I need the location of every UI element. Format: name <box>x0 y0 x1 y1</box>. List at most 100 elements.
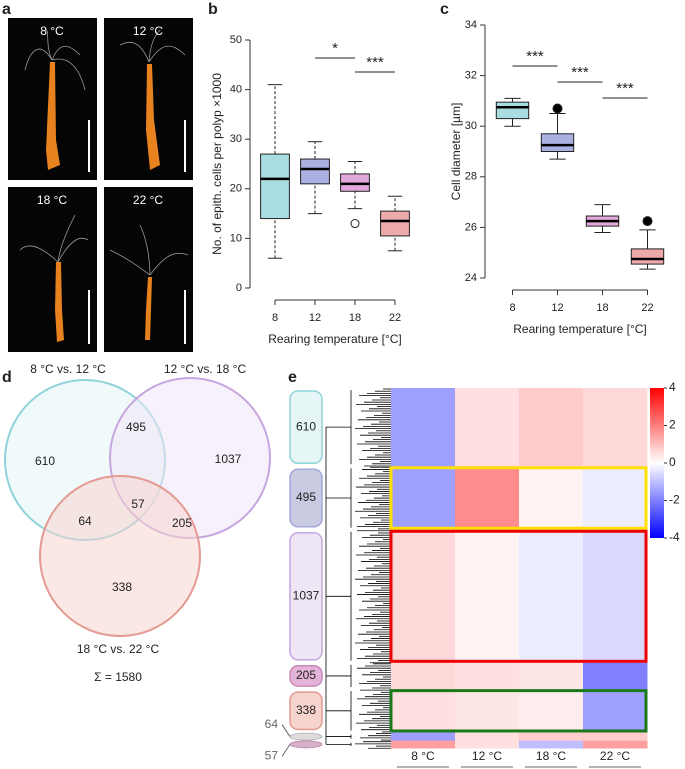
cluster-box <box>289 732 323 741</box>
cluster-box <box>289 390 323 465</box>
colorbar-tick-label: 4 <box>669 380 676 394</box>
venn-set-label: 18 °C vs. 22 °C <box>77 642 160 656</box>
heatmap-cell <box>583 662 648 690</box>
highlight-box <box>389 466 648 530</box>
venn-count: 205 <box>172 516 192 530</box>
venn-total: Σ = 1580 <box>94 670 142 684</box>
cluster-label: 338 <box>296 703 316 717</box>
box <box>495 101 530 120</box>
venn-count: 64 <box>78 514 92 528</box>
highlight-box <box>389 689 648 733</box>
significance-label: * <box>332 40 338 57</box>
cluster-label: 1037 <box>293 588 320 602</box>
photo-label: 12 °C <box>133 24 163 38</box>
cluster-box <box>289 468 323 528</box>
venn-count: 1037 <box>215 452 242 466</box>
photo <box>8 187 97 352</box>
heatmap-cell <box>455 388 520 467</box>
y-tick-label: 28 <box>465 171 477 183</box>
heatmap-cell <box>519 662 584 690</box>
venn-set-label: 12 °C vs. 18 °C <box>164 362 247 376</box>
venn-count: 495 <box>126 420 146 434</box>
significance-label: *** <box>571 64 589 81</box>
heatmap-cell <box>391 740 456 749</box>
cluster-box <box>289 740 323 749</box>
y-tick-label: 34 <box>465 19 477 31</box>
box <box>300 158 330 185</box>
significance-label: *** <box>616 80 634 97</box>
column-label: 8 °C <box>411 749 435 763</box>
venn-set-label: 8 °C vs. 12 °C <box>30 362 106 376</box>
heatmap-cell <box>391 689 456 733</box>
leader <box>281 744 291 757</box>
significance-label: *** <box>526 48 544 65</box>
y-axis-label: No. of epith. cells per polyp ×1000 <box>210 73 224 255</box>
heatmap-cell <box>519 740 584 749</box>
x-tick-label: 22 <box>389 312 401 324</box>
significance-label: *** <box>366 54 384 71</box>
y-tick-label: 10 <box>230 232 242 244</box>
cluster-box <box>289 532 323 661</box>
heatmap-cell <box>391 732 456 742</box>
cluster-label: 495 <box>296 490 316 504</box>
x-tick-label: 22 <box>641 302 653 314</box>
y-tick-label: 26 <box>465 221 477 233</box>
column-label: 12 °C <box>472 749 502 763</box>
heatmap-cell <box>455 732 520 742</box>
x-tick-label: 12 <box>551 302 563 314</box>
heatmap-cell <box>583 466 648 531</box>
heatmap-cell <box>583 529 648 664</box>
colorbar-tick-label: -4 <box>669 530 680 544</box>
cluster-label: 64 <box>265 717 279 731</box>
venn-count: 57 <box>131 497 145 511</box>
venn-count: 610 <box>35 454 55 468</box>
heatmap-cell <box>455 466 520 531</box>
heatmap-cell <box>519 732 584 742</box>
heatmap-cell <box>583 689 648 733</box>
outlier <box>350 219 360 229</box>
box <box>630 248 665 265</box>
x-tick-label: 18 <box>349 312 361 324</box>
y-tick-label: 30 <box>465 120 477 132</box>
scale-bars <box>88 120 186 344</box>
heatmap-cell <box>391 529 456 664</box>
box <box>260 153 290 220</box>
cluster-box <box>289 665 323 687</box>
heatmap-cell <box>455 529 520 664</box>
heatmap-cell <box>391 466 456 531</box>
photo-label: 8 °C <box>40 24 64 38</box>
photos: 8 °C 12 °C 18 °C 22 °C <box>8 18 193 352</box>
colorbar-tick-label: 2 <box>669 418 676 432</box>
heatmap-cell <box>519 388 584 467</box>
cluster-label: 205 <box>296 668 316 682</box>
colorbar-tick-label: -2 <box>669 493 680 507</box>
panel-letter: e <box>288 369 297 386</box>
highlight-box <box>389 529 648 663</box>
venn-circle <box>39 475 201 637</box>
panel-letter: c <box>440 1 449 18</box>
tentacles <box>19 27 189 276</box>
heatmap-cell <box>583 388 648 467</box>
y-axis-label: Cell diameter [µm] <box>449 103 463 201</box>
x-tick-label: 18 <box>596 302 608 314</box>
y-tick-label: 40 <box>230 84 242 96</box>
y-tick-label: 32 <box>465 70 477 82</box>
y-tick-label: 30 <box>230 133 242 145</box>
photo-label: 18 °C <box>37 193 67 207</box>
heatmap-cell <box>455 740 520 749</box>
x-tick-label: 12 <box>309 312 321 324</box>
x-tick-label: 8 <box>272 312 278 324</box>
y-tick-label: 24 <box>465 272 477 284</box>
outlier <box>552 103 563 114</box>
panel-letter: b <box>208 1 218 18</box>
outlier <box>642 216 653 227</box>
photo-label: 22 °C <box>133 193 163 207</box>
polyps <box>46 62 160 342</box>
heatmap-cell <box>391 388 456 467</box>
y-tick-label: 0 <box>236 282 242 294</box>
x-axis-label: Rearing temperature [°C] <box>268 332 402 346</box>
heatmap-cell <box>455 689 520 733</box>
box <box>380 210 410 237</box>
cluster-label: 57 <box>265 749 279 763</box>
